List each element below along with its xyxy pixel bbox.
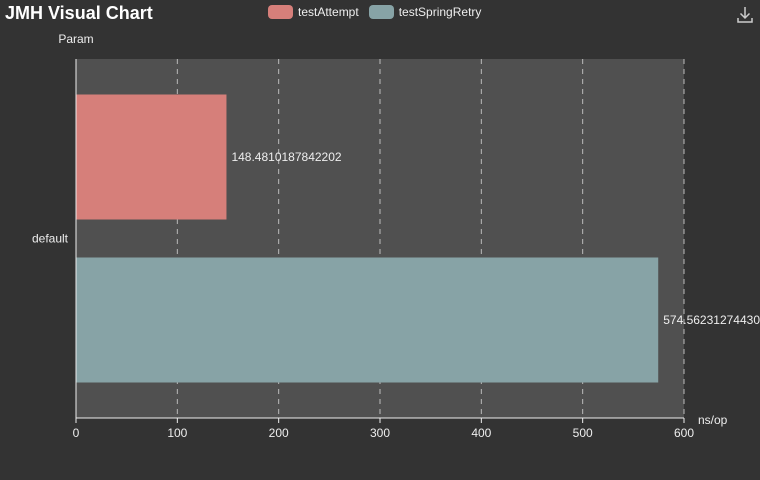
legend: testAttempt testSpringRetry: [268, 4, 491, 20]
x-axis-title: ns/op: [698, 413, 728, 427]
legend-label-testspringretry: testSpringRetry: [398, 5, 482, 19]
y-axis-title: Param: [58, 32, 93, 46]
chart-title: JMH Visual Chart: [5, 3, 153, 23]
x-tick-label: 400: [471, 426, 491, 440]
bars: 148.4810187842202 574.56231274430: [76, 94, 760, 383]
axes: 0 100 200 300 400 500 600 default: [32, 59, 694, 440]
y-category-label: default: [32, 232, 69, 246]
bar-value-label: 574.56231274430: [663, 313, 760, 327]
x-tick-label: 0: [73, 426, 80, 440]
x-tick-label: 100: [167, 426, 187, 440]
x-tick-label: 500: [573, 426, 593, 440]
bar-value-label: 148.4810187842202: [231, 150, 341, 164]
x-tick-label: 600: [674, 426, 694, 440]
legend-swatch-testattempt: [268, 5, 293, 19]
download-icon[interactable]: [736, 6, 754, 24]
legend-swatch-testspringretry: [368, 5, 394, 19]
legend-item-testspringretry[interactable]: testSpringRetry: [368, 5, 482, 19]
x-tick-label: 300: [370, 426, 390, 440]
bar-testAttempt[interactable]: [76, 94, 227, 220]
bar-testSpringRetry[interactable]: [76, 257, 659, 383]
legend-label-testattempt: testAttempt: [298, 5, 359, 19]
x-tick-label: 200: [269, 426, 289, 440]
legend-item-testattempt[interactable]: testAttempt: [268, 5, 359, 19]
